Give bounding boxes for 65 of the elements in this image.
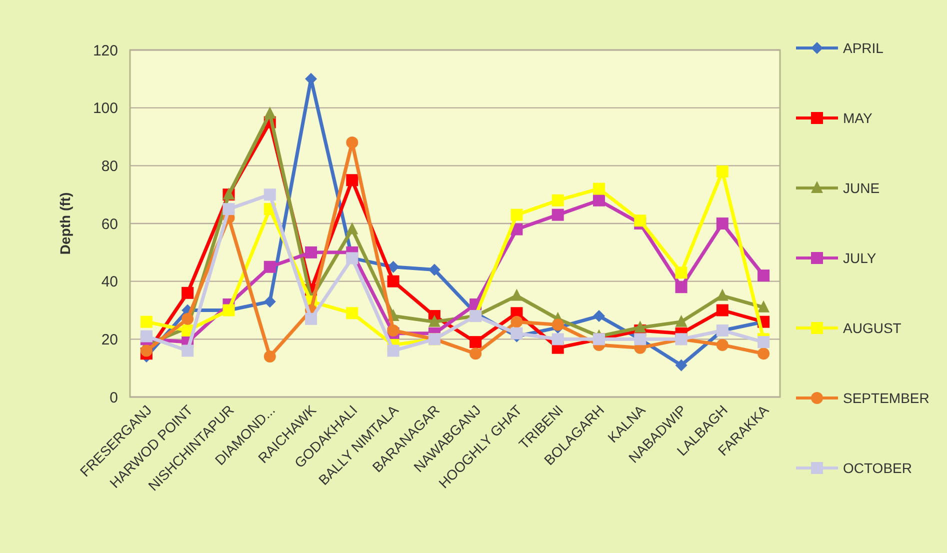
- point: [264, 296, 276, 308]
- point: [346, 222, 358, 234]
- y-tick-label: 100: [92, 100, 118, 118]
- legend-label: SEPTEMBER: [843, 390, 930, 406]
- point: [758, 336, 770, 348]
- point: [346, 307, 358, 320]
- legend-label: JULY: [843, 250, 877, 266]
- y-tick-label: 120: [92, 42, 118, 60]
- point: [222, 203, 235, 216]
- point: [182, 286, 194, 299]
- point: [716, 338, 728, 351]
- y-axis-title: Depth (ft): [57, 192, 73, 255]
- legend-label: AUGUST: [843, 320, 902, 336]
- point: [758, 348, 770, 360]
- point: [387, 324, 400, 336]
- point: [675, 266, 688, 279]
- point: [182, 312, 194, 325]
- point: [510, 208, 523, 221]
- point: [428, 314, 440, 327]
- point: [140, 344, 152, 357]
- point: [592, 194, 605, 206]
- point: [634, 214, 646, 227]
- point: [346, 136, 358, 149]
- point: [675, 314, 688, 327]
- point: [346, 174, 358, 186]
- point: [305, 246, 318, 258]
- point: [552, 333, 564, 346]
- point: [510, 288, 523, 301]
- legend-label: OCTOBER: [843, 460, 912, 476]
- point: [592, 310, 605, 322]
- point: [716, 165, 728, 178]
- point: [387, 275, 400, 288]
- point: [140, 330, 152, 342]
- point: [675, 281, 688, 294]
- legend-label: JUNE: [843, 180, 880, 196]
- point: [264, 188, 276, 201]
- point: [387, 344, 400, 357]
- point: [552, 208, 564, 221]
- point: [182, 344, 194, 357]
- point: [675, 359, 688, 372]
- point: [305, 312, 318, 325]
- point: [264, 106, 276, 119]
- point: [758, 300, 770, 312]
- y-tick-label: 40: [101, 274, 118, 291]
- point: [470, 348, 482, 360]
- point: [592, 182, 605, 195]
- legend-label: MAY: [843, 110, 873, 126]
- y-tick-label: 20: [101, 331, 118, 348]
- point: [634, 320, 646, 333]
- point: [758, 270, 770, 282]
- legend-label: APRIL: [843, 40, 884, 56]
- y-tick-label: 60: [101, 216, 118, 233]
- point: [428, 264, 440, 276]
- point: [552, 194, 564, 206]
- y-tick-label: 80: [101, 158, 118, 175]
- point: [510, 316, 523, 328]
- y-tick-label: 0: [110, 389, 118, 406]
- point: [264, 260, 276, 273]
- point: [140, 316, 152, 328]
- point: [264, 350, 276, 363]
- point: [716, 304, 728, 316]
- point: [552, 318, 564, 331]
- point: [716, 288, 728, 301]
- point: [470, 336, 482, 348]
- point: [716, 218, 728, 230]
